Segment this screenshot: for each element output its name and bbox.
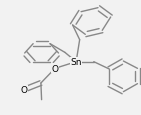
Text: Sn: Sn xyxy=(70,58,82,67)
Text: O: O xyxy=(20,85,27,94)
Text: O: O xyxy=(51,64,59,73)
